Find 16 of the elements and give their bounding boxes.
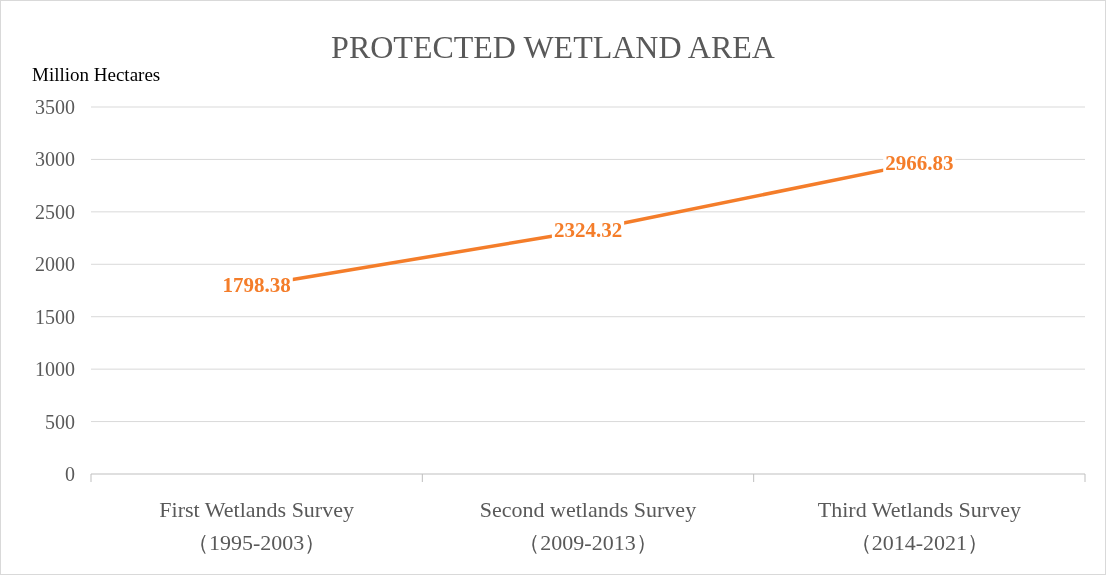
data-label: 1798.38 <box>222 273 291 298</box>
x-tick-label: First Wetlands Survey （1995-2003） <box>159 497 354 555</box>
data-label: 2324.32 <box>553 218 623 243</box>
chart-title: PROTECTED WETLAND AREA <box>331 29 775 65</box>
y-tick-label: 2000 <box>35 253 75 276</box>
y-tick-label: 500 <box>45 410 75 433</box>
data-label: 2966.83 <box>885 150 954 175</box>
y-tick-label: 1000 <box>35 358 75 381</box>
x-tick-label: Second wetlands Survey （2009-2013） <box>479 497 697 555</box>
y-tick-label: 0 <box>65 463 75 485</box>
y-tick-label: 3500 <box>35 96 75 118</box>
y-tick-label: 2500 <box>35 200 75 223</box>
y-tick-label: 3000 <box>35 148 75 171</box>
y-axis-title: Million Hectares <box>32 64 161 85</box>
y-tick-label: 1500 <box>35 305 75 328</box>
x-tick-label: Third Wetlands Survey （2014-2021） <box>817 497 1021 555</box>
